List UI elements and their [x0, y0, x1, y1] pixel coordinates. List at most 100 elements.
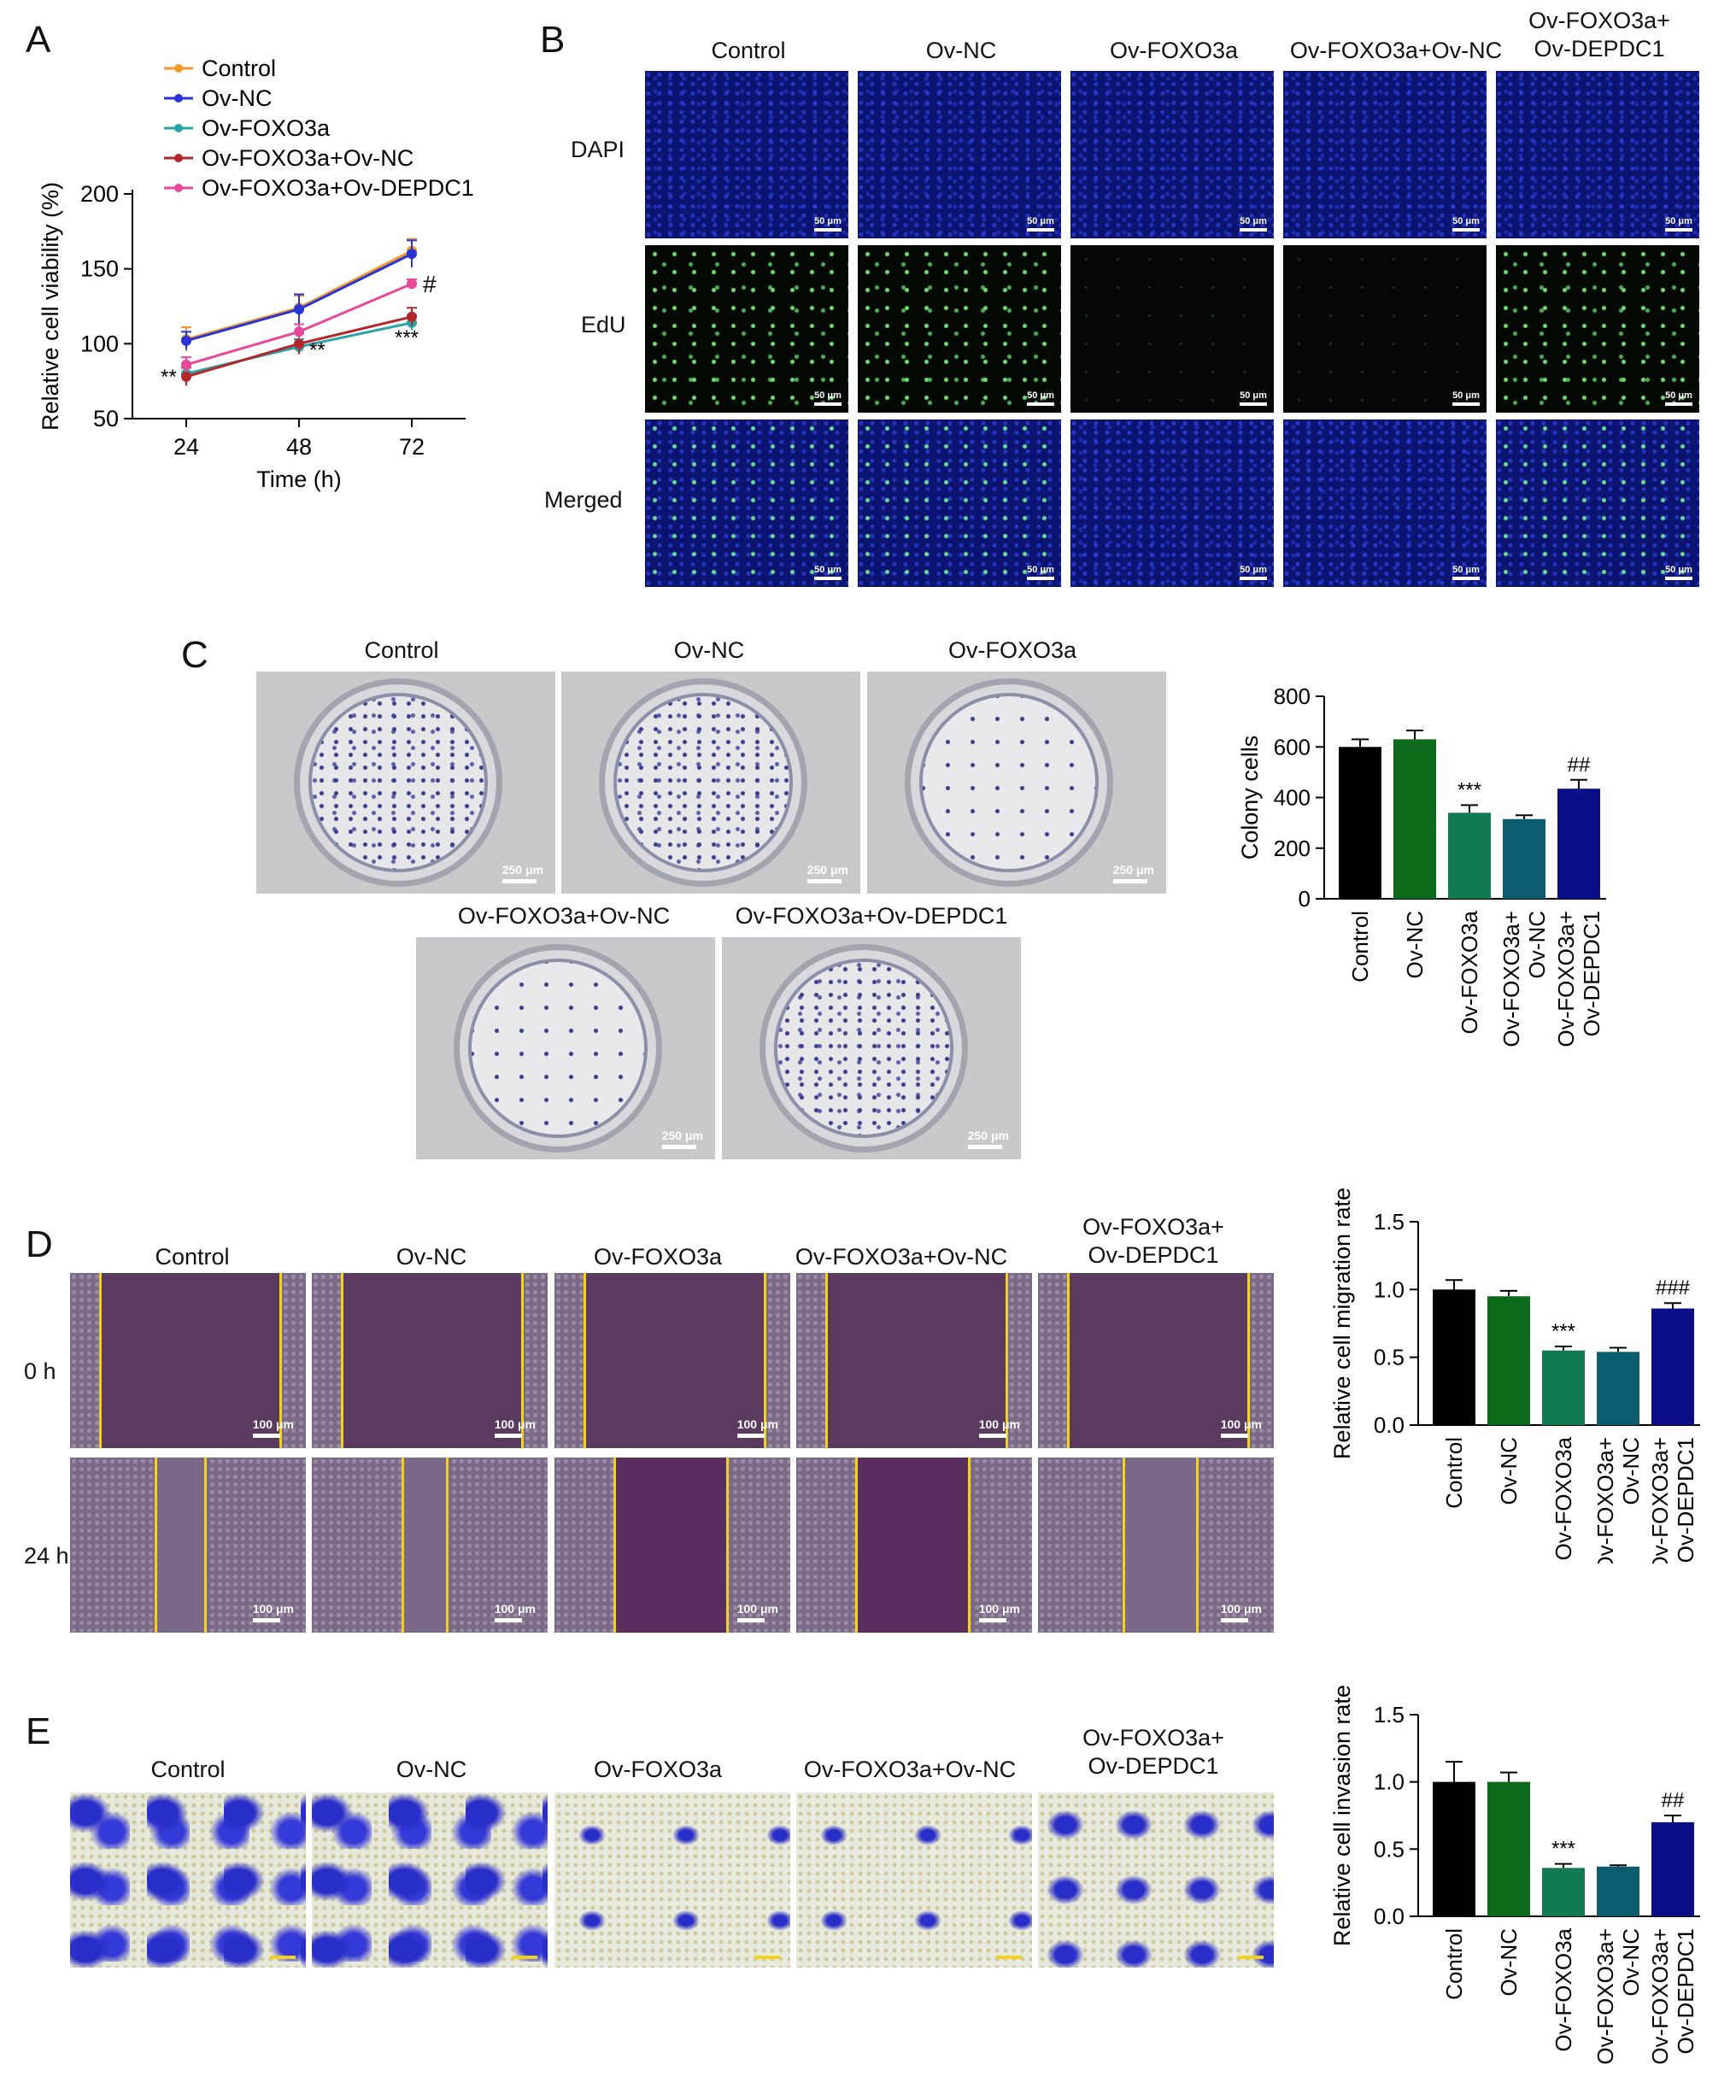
culture-dish [905, 678, 1113, 887]
data-point [294, 338, 304, 349]
y-tick-label: 0.5 [1374, 1836, 1405, 1862]
category-label: Ov-FOXO3a [1551, 1436, 1576, 1560]
significance-annotation: *** [1457, 778, 1481, 801]
scale-bar: 50 μm [814, 565, 842, 580]
scale-bar-label: 50 μm [1452, 390, 1480, 401]
scale-bar: 50 μm [1665, 565, 1692, 580]
scale-bar-line [1240, 402, 1267, 406]
y-tick-label: 0.0 [1374, 1903, 1405, 1929]
wound-col-label-foxo3a-depdc1: Ov-FOXO3a+ Ov-DEPDC1 [1082, 1214, 1224, 1268]
wound-col-label-ov-nc: Ov-NC [396, 1244, 467, 1270]
edu-micrograph: 50 μm [1283, 71, 1487, 238]
wound-edge-line [521, 1273, 524, 1448]
wound-edge-line [401, 1458, 404, 1633]
panel-d-letter: D [26, 1223, 53, 1265]
scale-bar-line [1112, 879, 1147, 883]
scale-bar-line [736, 1618, 765, 1622]
scale-bar-line [252, 1618, 280, 1622]
wound-col-label-ov-foxo3a: Ov-FOXO3a [593, 1244, 723, 1270]
data-point [294, 304, 304, 315]
scale-bar: 100 μm [736, 1602, 778, 1622]
scale-bar-label: 50 μm [1240, 565, 1267, 575]
cell-monolayer-right [282, 1273, 306, 1448]
wound-image-0h: 100 μm [312, 1273, 548, 1448]
scale-bar: 50 μm [814, 390, 842, 406]
data-point [407, 249, 417, 260]
scale-bar [270, 1954, 296, 1959]
scale-bar: 250 μm [967, 1129, 1009, 1149]
colony-plate-image: 250 μm [722, 937, 1021, 1159]
bar-1 [1393, 739, 1436, 899]
wound-col-label-foxo3a-nc: Ov-FOXO3a+Ov-NC [795, 1244, 1008, 1270]
y-tick-label: 0.5 [1374, 1345, 1405, 1370]
panel-c-letter: C [181, 634, 208, 676]
scale-bar-line [1452, 577, 1480, 580]
scale-bar-line [512, 1956, 537, 1959]
scale-bar-label: 100 μm [252, 1602, 294, 1616]
bar-3 [1597, 1352, 1639, 1425]
wound-edge-line [1067, 1273, 1070, 1448]
wound-image-24h: 100 μm [554, 1458, 790, 1633]
edu-micrograph: 50 μm [645, 245, 848, 413]
scale-bar-label: 100 μm [736, 1602, 778, 1616]
scale-bar-line [814, 577, 842, 580]
scale-bar-line [1240, 577, 1267, 580]
cell-monolayer-left [70, 1273, 99, 1448]
bar-1 [1487, 1781, 1530, 1916]
bar-0 [1433, 1289, 1475, 1425]
scale-bar-line [494, 1434, 522, 1438]
y-axis-label: Relative cell invasion rate [1329, 1685, 1355, 1946]
significance-annotation: # [423, 271, 437, 297]
wound-edge-line [204, 1458, 208, 1633]
y-tick-label: 1.5 [1374, 1702, 1405, 1728]
scale-bar: 100 μm [252, 1417, 294, 1438]
invasion-col-label-foxo3a-depdc1: Ov-FOXO3a+ Ov-DEPDC1 [1082, 1725, 1224, 1779]
scale-bar: 50 μm [1027, 565, 1054, 580]
scale-bar-label: 50 μm [814, 216, 842, 226]
scale-bar-line [1220, 1618, 1248, 1622]
edu-col-label-foxo3a-depdc1: Ov-FOXO3a+ Ov-DEPDC1 [1528, 8, 1670, 62]
wound-edge-line [446, 1458, 449, 1633]
cell-monolayer-right [524, 1273, 548, 1448]
scale-bar: 250 μm [806, 863, 848, 883]
y-tick-label: 800 [1274, 683, 1311, 709]
scale-bar: 250 μm [501, 863, 543, 883]
category-label: Ov-DEPDC1 [1673, 1437, 1698, 1563]
cell-monolayer-left [554, 1273, 584, 1448]
category-label: Ov-NC [1618, 1928, 1644, 1996]
y-tick-label: 50 [93, 406, 119, 431]
cell-monolayer-left [312, 1273, 341, 1448]
wound-col-label-control: Control [155, 1244, 230, 1270]
scale-bar-label: 250 μm [1112, 863, 1154, 877]
category-label: Ov-NC [1496, 1928, 1522, 1996]
data-point [181, 359, 191, 370]
category-label: Ov-NC [1496, 1437, 1522, 1505]
y-tick-label: 200 [80, 181, 119, 207]
scale-bar-label: 100 μm [736, 1417, 778, 1431]
scale-bar: 100 μm [252, 1602, 294, 1622]
colony-label-ov-nc: Ov-NC [673, 637, 745, 663]
scale-bar: 50 μm [1665, 390, 1692, 406]
significance-annotation: ** [161, 366, 177, 389]
scale-bar-line [1665, 402, 1692, 406]
scale-bar-line [1665, 228, 1692, 232]
bar-2 [1448, 812, 1491, 899]
scale-bar: 50 μm [814, 216, 842, 232]
invasion-col-label-foxo3a-nc: Ov-FOXO3a+Ov-NC [803, 1757, 1017, 1782]
category-label: Ov-FOXO3a [1457, 910, 1482, 1034]
colony-label-foxo3a-nc: Ov-FOXO3a+Ov-NC [457, 903, 671, 929]
scale-bar [1238, 1954, 1264, 1959]
y-axis-label: Colony cells [1237, 736, 1263, 860]
scale-bar-line [1027, 228, 1054, 232]
x-tick-label: 24 [173, 434, 199, 460]
legend-entry: Ov-FOXO3a [202, 115, 331, 141]
wound-edge-line [726, 1458, 730, 1633]
category-label: Ov-DEPDC1 [1579, 911, 1604, 1036]
scale-bar-label: 50 μm [1240, 216, 1267, 226]
scale-bar-line [736, 1434, 765, 1438]
scale-bar: 50 μm [1452, 390, 1480, 406]
scale-bar-label: 100 μm [494, 1602, 536, 1616]
wound-gap [155, 1458, 208, 1633]
wound-image-0h: 100 μm [70, 1273, 306, 1448]
edu-micrograph: 50 μm [1070, 419, 1274, 587]
